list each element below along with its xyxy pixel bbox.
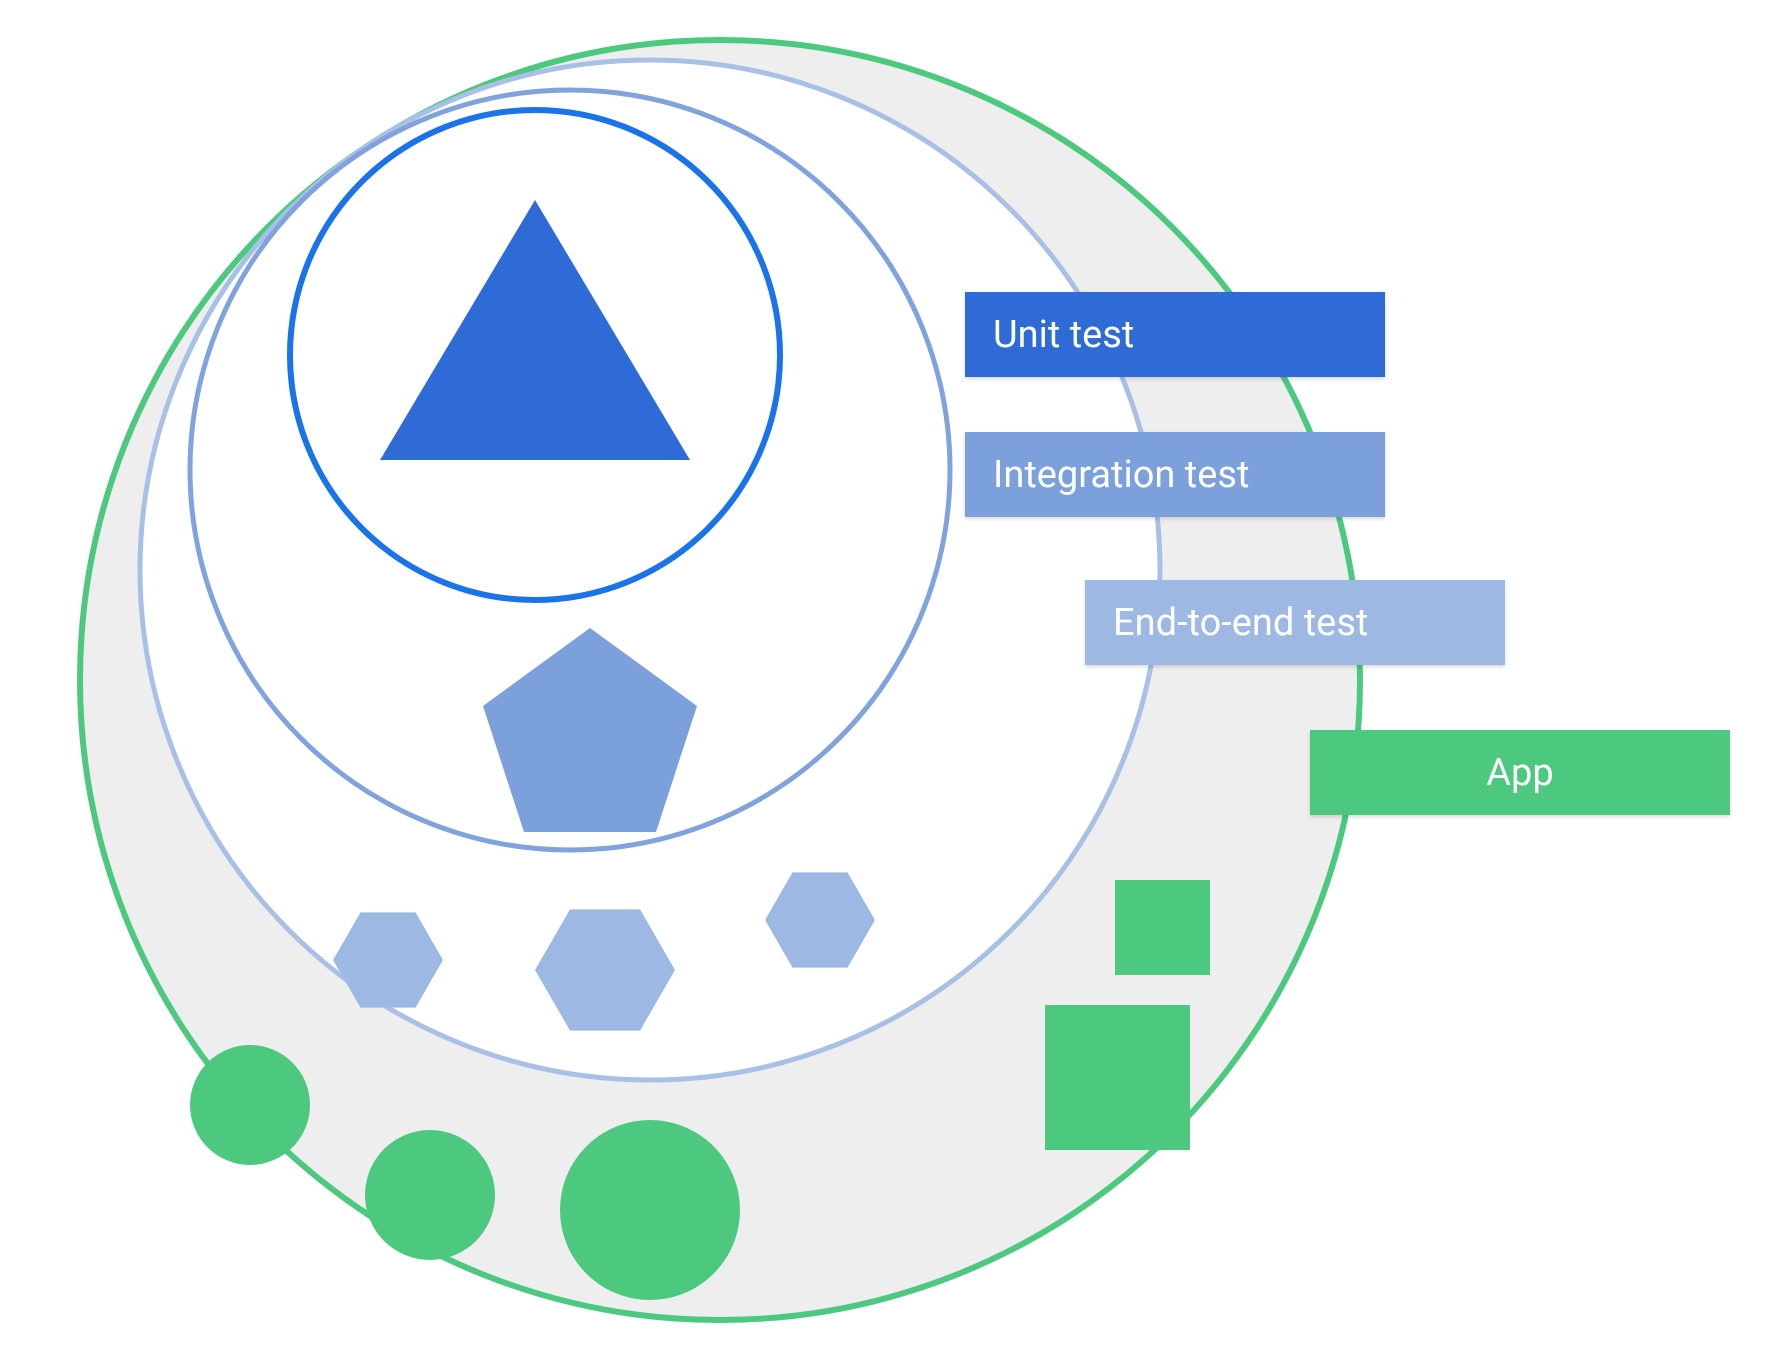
label-unit-test: Unit test (965, 292, 1385, 377)
label-text: App (1486, 751, 1553, 795)
square-icon (1045, 1005, 1190, 1150)
circle-icon (365, 1130, 495, 1260)
square-icon (1115, 880, 1210, 975)
circle-icon (190, 1045, 310, 1165)
label-text: End-to-end test (1113, 601, 1368, 645)
label-app: App (1310, 730, 1730, 815)
label-text: Unit test (993, 313, 1134, 357)
label-e2e-test: End-to-end test (1085, 580, 1505, 665)
test-scope-diagram (0, 0, 1780, 1350)
label-integration-test: Integration test (965, 432, 1385, 517)
circle-icon (560, 1120, 740, 1300)
label-text: Integration test (993, 453, 1249, 497)
